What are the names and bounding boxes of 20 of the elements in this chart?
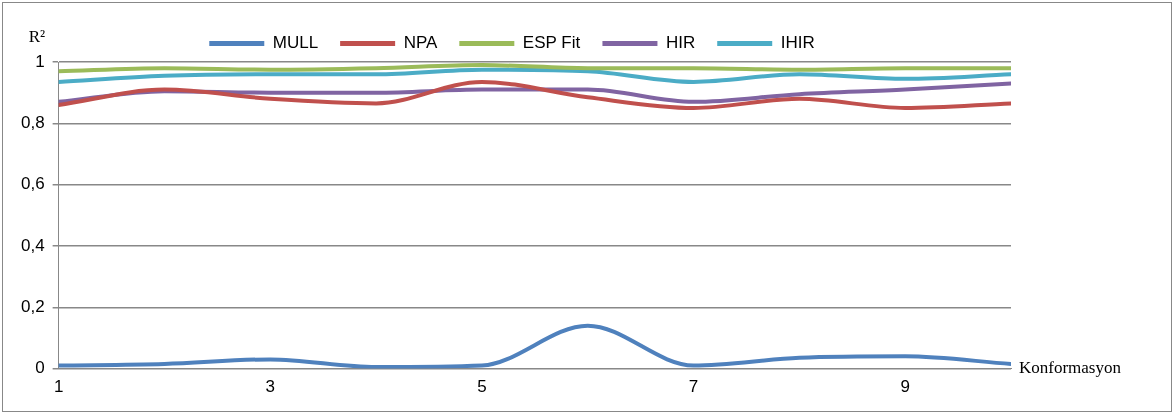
legend-label: MULL <box>272 33 319 53</box>
y-tick-label: 0,8 <box>20 113 45 133</box>
y-tick-label: 0,4 <box>20 235 45 255</box>
y-tick-label: 0,6 <box>20 174 45 194</box>
x-tick-label: 5 <box>477 377 487 397</box>
legend-label: HIR <box>665 33 696 53</box>
y-axis-title: R² <box>28 26 46 46</box>
legend-label: NPA <box>403 33 438 53</box>
x-tick-label: 9 <box>900 377 910 397</box>
legend-label: IHIR <box>780 33 815 53</box>
legend-label: ESP Fit <box>522 33 581 53</box>
line-series <box>58 79 1011 110</box>
x-tick-label: 1 <box>53 377 64 397</box>
y-tick-label: 1 <box>35 51 45 71</box>
x-tick-label: 3 <box>265 377 275 397</box>
y-tick-label: 0,2 <box>20 296 45 316</box>
line-series <box>58 67 1011 84</box>
x-tick-label: 7 <box>688 377 699 397</box>
x-axis-title: Konformasyon <box>1019 358 1122 378</box>
y-tick-label: 0 <box>35 358 45 378</box>
